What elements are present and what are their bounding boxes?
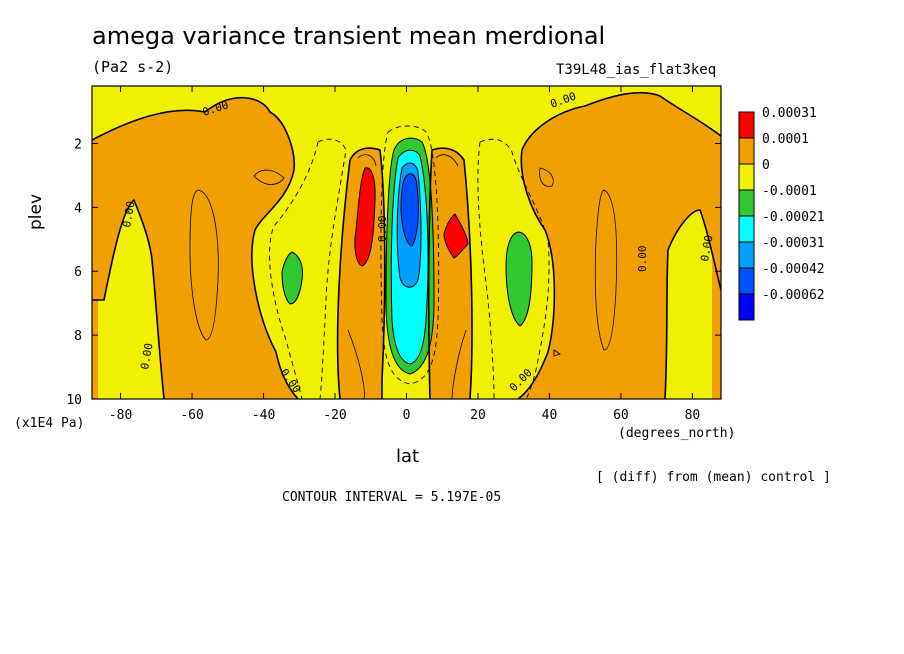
y-axis-units: (x1E4 Pa) [14, 416, 85, 431]
colorbar-swatch [738, 137, 755, 165]
contour-label: 0.00 [138, 342, 155, 370]
y-tick-label: 4 [74, 201, 82, 216]
colorbar-swatch [738, 241, 755, 269]
x-tick-label: -40 [252, 408, 275, 423]
x-tick-label: 20 [470, 408, 486, 423]
colorbar-label: -0.00021 [762, 210, 825, 225]
y-tick-label: 6 [74, 265, 82, 280]
contour-label: 0.00 [120, 200, 137, 228]
colorbar: 0.00031 0.0001 0 -0.0001 -0.00021 -0.00031 -0.… [738, 106, 825, 321]
colorbar-swatch [738, 163, 755, 191]
chart-title: amega variance transient mean merdional [92, 22, 606, 50]
colorbar-label: -0.0001 [762, 184, 817, 199]
colorbar-label: -0.00062 [762, 288, 825, 303]
x-axis-units: (degrees_north) [618, 426, 736, 441]
y-tick-label: 10 [66, 393, 82, 408]
x-tick-label: -60 [180, 408, 203, 423]
band-orange-center-right [428, 148, 472, 399]
colorbar-label: -0.00042 [762, 262, 825, 277]
x-tick-label: -80 [109, 408, 132, 423]
colorbar-swatch [738, 111, 755, 139]
max-red-right [443, 213, 469, 259]
x-tick-label: 40 [542, 408, 558, 423]
axes: -80 -60 -40 -20 0 20 40 60 80 2 4 6 8 10 [66, 86, 721, 423]
contour-label: 0.00 [698, 234, 715, 262]
min-green-right [505, 231, 533, 327]
contour-label: 0.00 [636, 246, 649, 273]
x-tick-label: 80 [685, 408, 701, 423]
negative-contours [269, 125, 550, 399]
max-red-left [354, 167, 376, 267]
band-orange-edge-right [712, 210, 721, 399]
y-tick-label: 2 [74, 137, 82, 152]
colorbar-swatch [738, 215, 755, 243]
min-green-left [281, 251, 303, 305]
band-orange-edge-left [92, 300, 98, 399]
colorbar-swatch [738, 293, 755, 321]
x-tick-label: 60 [613, 408, 629, 423]
colorbar-label: 0 [762, 158, 770, 173]
x-tick-label: -20 [323, 408, 346, 423]
colorbar-label: 0.00031 [762, 106, 817, 121]
band-blue-center [400, 173, 419, 247]
run-label: T39L48_ias_flat3keq [556, 62, 717, 78]
band-orange-right [518, 92, 721, 399]
contour-label: 0.00 [376, 216, 389, 243]
positive-contours [189, 154, 618, 399]
x-tick-label: 0 [403, 408, 411, 423]
chart-units: (Pa2 s-2) [92, 58, 174, 76]
colorbar-label: 0.0001 [762, 132, 809, 147]
diff-note: [ (diff) from (mean) control ] [596, 470, 831, 485]
band-orange-left [92, 97, 298, 399]
plot-area: 0.00 0.00 0.00 0.00 0.00 0.00 0.00 0.00 … [92, 86, 721, 399]
colorbar-label: -0.00031 [762, 236, 825, 251]
colorbar-swatch [738, 267, 755, 295]
colorbar-swatch [738, 189, 755, 217]
contour-interval: CONTOUR INTERVAL = 5.197E-05 [282, 490, 502, 505]
y-tick-label: 8 [74, 329, 82, 344]
x-axis-label: lat [396, 446, 420, 467]
zero-contours [92, 92, 721, 399]
